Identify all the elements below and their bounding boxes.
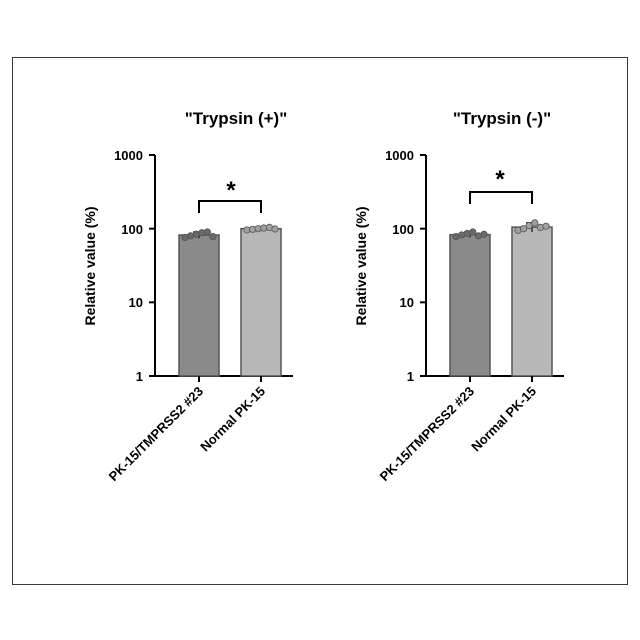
y-axis-label: Relative value (%) xyxy=(82,206,98,325)
x-category-label: PK-15/TMPRSS2 #23 xyxy=(106,384,207,485)
data-point xyxy=(532,220,538,226)
data-point xyxy=(204,229,210,235)
y-axis-label: Relative value (%) xyxy=(353,206,369,325)
bar xyxy=(241,229,281,376)
y-tick-label: 1 xyxy=(407,369,414,384)
plot-area xyxy=(420,155,564,382)
panel-trypsin-plus: "Trypsin (+)" Relative value (%) 1000 10… xyxy=(82,109,293,484)
panel-trypsin-minus: "Trypsin (-)" Relative value (%) 1000 10… xyxy=(353,109,564,484)
y-tick-label: 10 xyxy=(400,295,414,310)
y-tick-label: 1000 xyxy=(385,148,414,163)
chart-title: "Trypsin (+)" xyxy=(185,109,288,128)
chart-title: "Trypsin (-)" xyxy=(453,109,551,128)
data-point xyxy=(481,231,487,237)
bar xyxy=(179,235,219,376)
plot-area xyxy=(149,155,293,382)
significance-bracket xyxy=(470,192,532,204)
y-tick-label: 1000 xyxy=(114,148,143,163)
bar xyxy=(512,227,552,376)
x-category-label: Normal PK-15 xyxy=(468,384,539,455)
data-point xyxy=(543,223,549,229)
y-tick-label: 1 xyxy=(136,369,143,384)
significance-label: * xyxy=(495,166,505,193)
y-tick-label: 100 xyxy=(121,222,143,237)
data-point xyxy=(272,226,278,232)
x-category-label: Normal PK-15 xyxy=(197,384,268,455)
significance-label: * xyxy=(226,177,236,204)
x-category-label: PK-15/TMPRSS2 #23 xyxy=(377,384,478,485)
y-tick-label: 100 xyxy=(392,222,414,237)
data-point xyxy=(470,229,476,235)
data-point xyxy=(210,233,216,239)
y-tick-label: 10 xyxy=(129,295,143,310)
bar xyxy=(450,235,490,376)
